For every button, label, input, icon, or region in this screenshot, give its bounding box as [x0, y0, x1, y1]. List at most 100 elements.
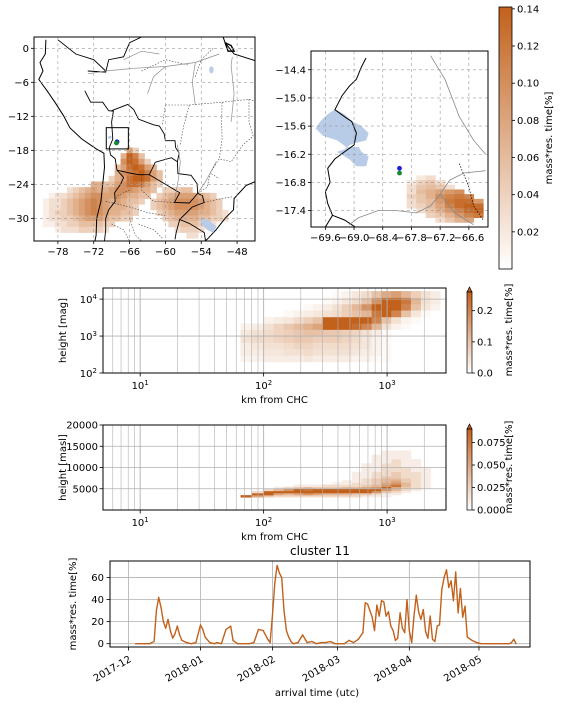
heat-cell — [66, 209, 74, 216]
heat-cell — [361, 310, 372, 318]
heat-cell — [293, 348, 304, 356]
heat-cell — [361, 480, 372, 483]
data-point — [209, 641, 211, 644]
x-tick-label: −69.6 — [310, 233, 341, 244]
heat-cell — [66, 198, 74, 205]
heat-cell — [132, 198, 139, 205]
heat-cell — [420, 291, 431, 298]
heat-cell — [425, 175, 436, 181]
heat-cell — [371, 480, 382, 483]
heat-cell — [416, 184, 427, 190]
heat-cell — [72, 198, 80, 205]
heat-cell — [420, 478, 431, 481]
heat-cell — [444, 194, 455, 200]
data-point — [404, 632, 406, 634]
heat-cell — [381, 482, 392, 485]
y-tick-label: −15.0 — [275, 93, 306, 104]
state-border — [219, 99, 254, 163]
heat-cell — [425, 212, 436, 219]
heat-cell — [303, 336, 314, 343]
heat-cell — [341, 348, 353, 356]
country-border — [174, 219, 181, 240]
heat-cell — [401, 486, 412, 490]
heat-cell — [371, 297, 382, 305]
heat-cell — [401, 478, 412, 481]
heat-cell — [144, 164, 151, 171]
heat-cell — [410, 484, 422, 487]
heat-cell — [138, 170, 145, 177]
heat-cell — [401, 476, 412, 479]
data-point — [297, 641, 299, 644]
heat-cell — [454, 217, 465, 223]
heat-cell — [156, 209, 163, 216]
heat-cell — [464, 203, 475, 209]
heat-cell — [114, 204, 122, 211]
heat-cell — [102, 209, 110, 216]
data-point — [397, 637, 399, 639]
heat-cell — [144, 187, 151, 194]
y-tick-label: 102 — [80, 367, 97, 380]
data-point — [364, 602, 366, 604]
heat-cell — [371, 478, 382, 481]
heat-cell — [322, 342, 333, 350]
heat-cell — [78, 192, 86, 199]
data-point — [459, 587, 461, 590]
location-marker — [114, 140, 119, 146]
heat-cell — [293, 316, 304, 324]
data-point — [383, 601, 385, 603]
heat-cell — [332, 495, 343, 498]
heat-cell — [263, 348, 274, 356]
data-point — [445, 569, 448, 571]
heat-cell — [352, 480, 362, 483]
data-point — [362, 632, 364, 634]
heat-cell — [180, 204, 187, 211]
heat-cell — [444, 217, 455, 223]
heat-cell — [108, 187, 116, 194]
heat-cell — [78, 198, 86, 205]
heat-cell — [410, 291, 422, 298]
heat-cell — [114, 170, 122, 177]
heat-cell — [312, 342, 323, 350]
heat-cell — [381, 476, 392, 479]
heat-cell — [332, 484, 343, 487]
heat-cell — [352, 484, 362, 487]
heat-cell — [352, 478, 362, 481]
heat-cell — [391, 493, 402, 496]
heat-cell — [322, 348, 333, 356]
height-agl-content — [103, 288, 446, 373]
heat-cell — [293, 488, 304, 492]
heat-cell — [312, 355, 323, 363]
state-border — [114, 189, 130, 202]
heat-cell — [341, 323, 353, 330]
heat-cell — [381, 355, 392, 363]
heat-cell — [391, 303, 402, 311]
data-point — [450, 580, 452, 582]
heat-cell — [410, 488, 422, 492]
heat-cell — [391, 297, 402, 305]
heat-cell — [352, 303, 362, 311]
heat-cell — [84, 215, 92, 222]
heat-cell — [96, 192, 104, 199]
heat-cell — [186, 232, 193, 239]
heat-cell — [72, 187, 80, 194]
heat-cell — [263, 342, 274, 350]
heat-cell — [371, 482, 382, 485]
heat-cell — [401, 463, 412, 468]
heat-cell — [204, 204, 211, 211]
colorbar-tick-label: 0.025 — [477, 483, 506, 494]
heat-cell — [240, 336, 252, 343]
heat-cell — [371, 467, 382, 473]
heat-cell — [381, 488, 392, 492]
heat-cell — [341, 329, 353, 337]
data-point — [179, 634, 181, 636]
heat-cell — [312, 323, 323, 330]
heat-cell — [114, 198, 122, 205]
data-point — [392, 629, 394, 632]
country-border — [111, 103, 180, 162]
colorbar-tick-label: 0.04 — [517, 190, 539, 201]
data-point — [320, 641, 322, 644]
heat-cell — [361, 463, 372, 468]
department-border — [439, 193, 474, 226]
heat-cell — [401, 484, 412, 487]
heat-cell — [240, 342, 252, 350]
